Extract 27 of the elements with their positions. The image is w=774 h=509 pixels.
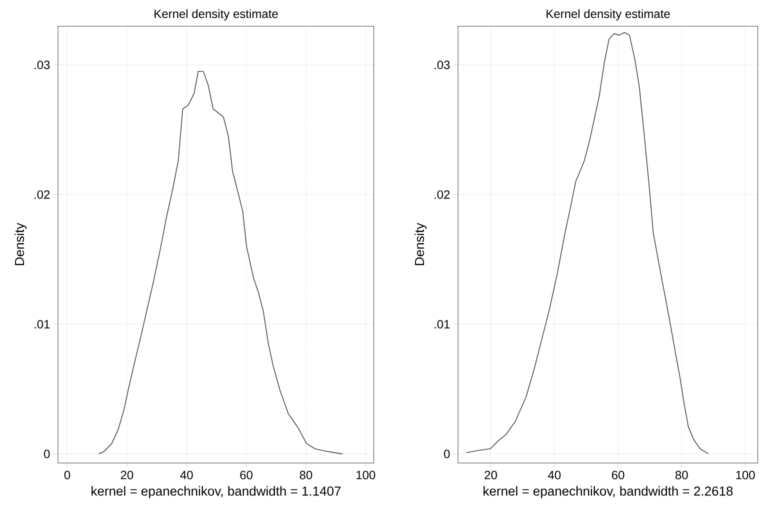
x-tick-label: 0 [64,470,70,480]
chart-title: Kernel density estimate [546,9,670,20]
x-tick-label: 60 [240,470,252,480]
line-series [98,70,343,454]
y-tick-label: 0 [444,450,450,458]
x-tick-label: 20 [120,470,134,480]
line-series [466,32,709,454]
x-tick-label: 80 [300,470,312,480]
y-tick-label: .02 [434,190,450,199]
y-tick-label: .03 [434,60,450,70]
x-tick-label: 60 [612,470,624,480]
x-tick-label: 100 [356,470,376,480]
y-tick-label: .03 [34,60,50,70]
x-tick-label: 100 [736,470,755,480]
y-tick-label: 0 [44,450,50,458]
x-axis-title: kernel = epanechnikov, bandwidth = 1.1407 [92,486,341,498]
y-axis-title: Density [14,222,27,266]
y-tick-label: .01 [434,320,450,328]
y-axis-title: Density [414,222,427,266]
x-tick-label: 80 [675,470,688,480]
x-tick-label: 40 [548,470,561,480]
x-axis-title: kernel = epanechnikov, bandwidth = 2.2618 [484,486,733,498]
y-tick-label: .02 [34,190,50,199]
x-tick-label: 20 [484,470,497,480]
chart-title: Kernel density estimate [154,9,278,20]
y-tick-label: .01 [34,320,50,328]
x-tick-label: 40 [180,470,193,480]
